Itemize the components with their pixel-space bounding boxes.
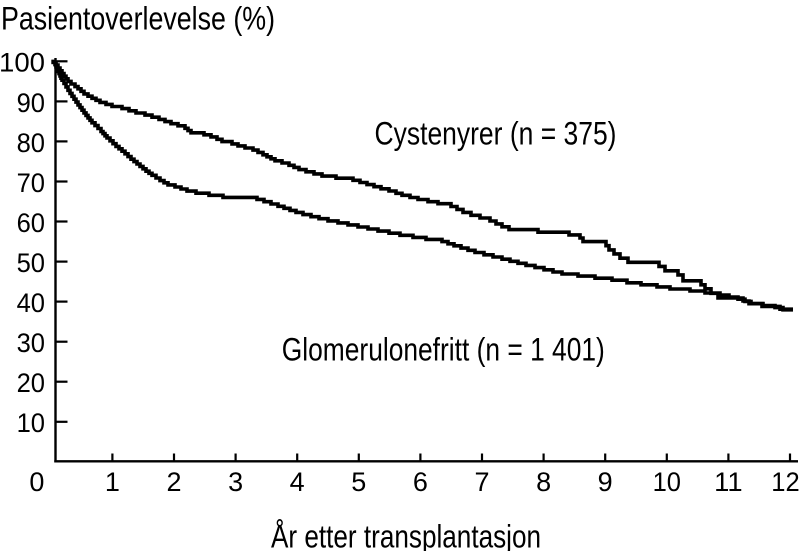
- svg-text:0: 0: [29, 467, 44, 497]
- svg-text:80: 80: [17, 128, 45, 158]
- svg-text:3: 3: [228, 467, 243, 497]
- svg-text:12: 12: [771, 467, 799, 497]
- svg-text:8: 8: [536, 467, 551, 497]
- svg-text:9: 9: [598, 467, 613, 497]
- svg-text:70: 70: [17, 168, 45, 198]
- svg-text:11: 11: [714, 467, 742, 497]
- svg-text:4: 4: [290, 467, 305, 497]
- svg-text:Cystenyrer (n = 375): Cystenyrer (n = 375): [375, 115, 617, 151]
- svg-text:10: 10: [17, 408, 45, 438]
- svg-text:40: 40: [17, 288, 45, 318]
- svg-text:20: 20: [17, 368, 45, 398]
- svg-text:6: 6: [413, 467, 428, 497]
- svg-text:5: 5: [351, 467, 366, 497]
- svg-text:2: 2: [166, 467, 181, 497]
- svg-text:100: 100: [0, 48, 45, 78]
- svg-text:Glomerulonefritt (n = 1 401): Glomerulonefritt (n = 1 401): [282, 332, 605, 368]
- svg-text:50: 50: [17, 248, 45, 278]
- svg-text:60: 60: [17, 208, 45, 238]
- svg-text:10: 10: [653, 467, 681, 497]
- svg-text:År etter transplantasjon: År etter transplantasjon: [271, 519, 541, 552]
- svg-text:30: 30: [17, 328, 45, 358]
- svg-text:1: 1: [105, 467, 120, 497]
- svg-text:7: 7: [474, 467, 489, 497]
- svg-text:90: 90: [17, 88, 45, 118]
- svg-text:Pasientoverlevelse (%): Pasientoverlevelse (%): [1, 0, 275, 36]
